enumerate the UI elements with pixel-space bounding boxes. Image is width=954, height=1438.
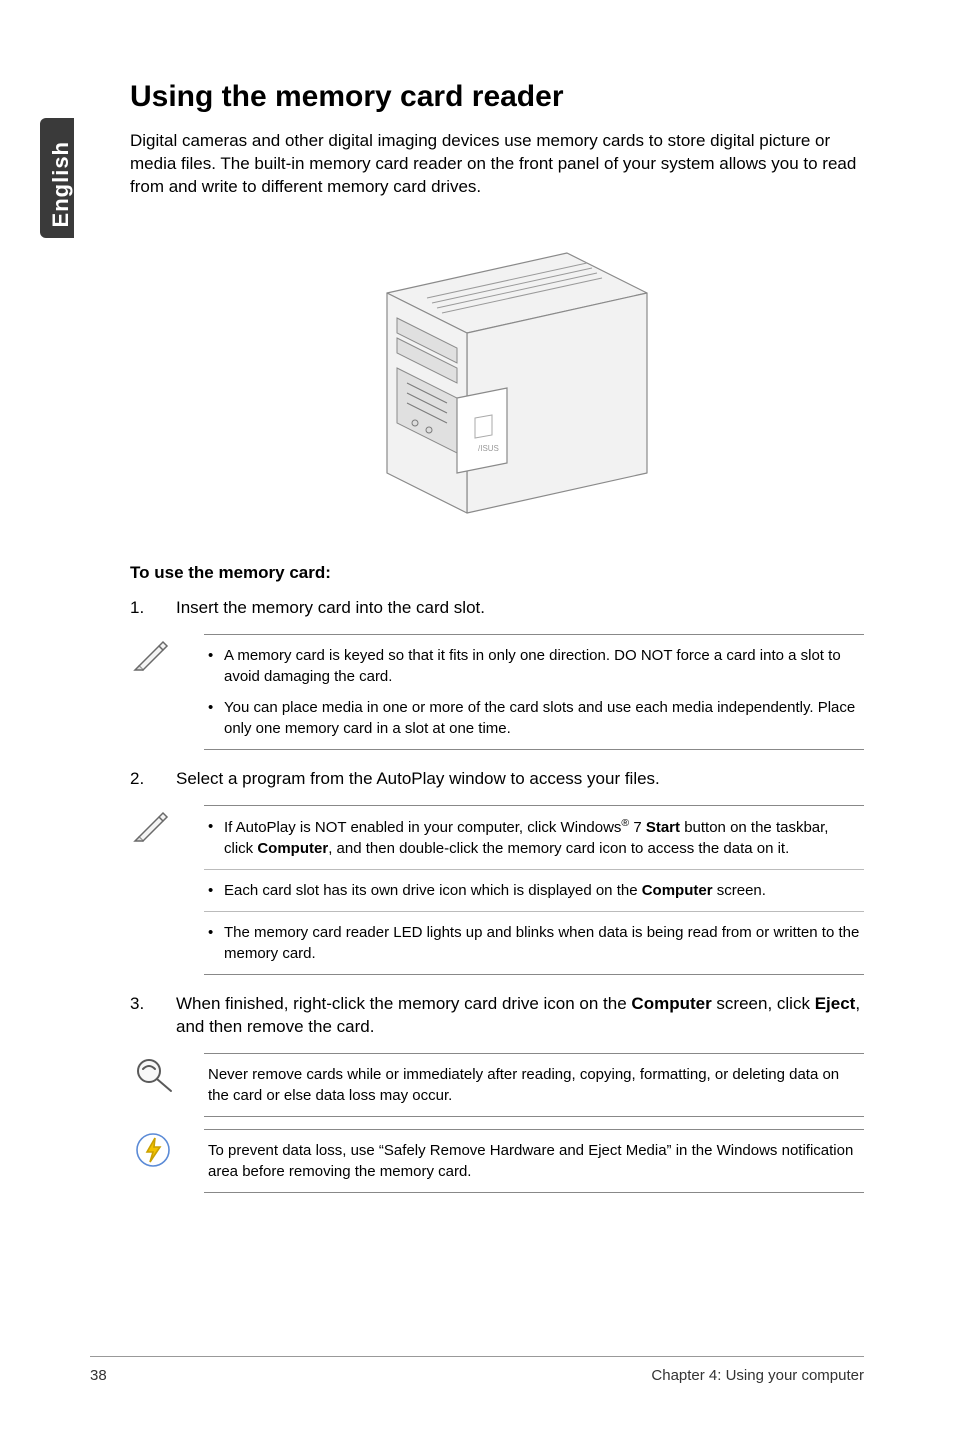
note-2-body: If AutoPlay is NOT enabled in your compu… — [204, 805, 864, 975]
step-2: 2. Select a program from the AutoPlay wi… — [130, 768, 864, 791]
note-block-2: If AutoPlay is NOT enabled in your compu… — [130, 805, 864, 975]
step-3-number: 3. — [130, 993, 148, 1039]
note-2-item-b: Each card slot has its own drive icon wh… — [208, 880, 860, 901]
procedure-heading: To use the memory card: — [130, 563, 864, 583]
note-2-b-pre: Each card slot has its own drive icon wh… — [224, 882, 642, 899]
step-2-text: Select a program from the AutoPlay windo… — [176, 768, 660, 791]
magnifier-icon — [130, 1053, 176, 1093]
intro-paragraph: Digital cameras and other digital imagin… — [130, 130, 864, 199]
footer-chapter: Chapter 4: Using your computer — [651, 1367, 864, 1384]
step-3-text: When finished, right-click the memory ca… — [176, 993, 864, 1039]
note-4-body: To prevent data loss, use “Safely Remove… — [204, 1129, 864, 1193]
side-language-tab: English — [40, 118, 74, 238]
note-3-body: Never remove cards while or immediately … — [204, 1053, 864, 1117]
note-2-a-bold2: Computer — [257, 840, 328, 857]
note-2-a-pre: If AutoPlay is NOT enabled in your compu… — [224, 819, 621, 836]
note-2-b-bold: Computer — [642, 882, 713, 899]
note-2-b-post: screen. — [713, 882, 766, 899]
pc-illustration: /ISUS — [317, 223, 677, 523]
footer-page-number: 38 — [90, 1367, 107, 1384]
step-2-number: 2. — [130, 768, 148, 791]
step-1: 1. Insert the memory card into the card … — [130, 597, 864, 620]
note-2-item-c: The memory card reader LED lights up and… — [208, 922, 860, 964]
note-1-body: A memory card is keyed so that it fits i… — [204, 634, 864, 750]
note-2-a-bold1: Start — [646, 819, 680, 836]
note-1-item-b: You can place media in one or more of th… — [208, 697, 860, 739]
step-3-c: screen, click — [712, 994, 815, 1013]
step-1-text: Insert the memory card into the card slo… — [176, 597, 485, 620]
note-2-a-mid: 7 — [629, 819, 646, 836]
note-block-3: Never remove cards while or immediately … — [130, 1053, 864, 1117]
lightning-icon — [130, 1129, 176, 1169]
note-2-divider-2 — [204, 911, 864, 912]
note-2-a-post: , and then double-click the memory card … — [328, 840, 789, 857]
note-block-1: A memory card is keyed so that it fits i… — [130, 634, 864, 750]
note-block-4: To prevent data loss, use “Safely Remove… — [130, 1129, 864, 1193]
note-1-item-a: A memory card is keyed so that it fits i… — [208, 645, 860, 687]
note-2-item-a: If AutoPlay is NOT enabled in your compu… — [208, 816, 860, 859]
step-3-d: Eject — [815, 994, 856, 1013]
illustration-wrap: /ISUS — [130, 223, 864, 523]
step-3-b: Computer — [631, 994, 711, 1013]
step-3: 3. When finished, right-click the memory… — [130, 993, 864, 1039]
pencil-icon — [130, 805, 176, 843]
svg-text:/ISUS: /ISUS — [478, 444, 499, 453]
pencil-icon — [130, 634, 176, 672]
note-2-divider-1 — [204, 869, 864, 870]
note-2-a-sup: ® — [621, 817, 629, 829]
step-1-number: 1. — [130, 597, 148, 620]
page-footer: 38 Chapter 4: Using your computer — [90, 1356, 864, 1384]
page-title: Using the memory card reader — [130, 80, 864, 114]
side-language-text: English — [48, 141, 74, 227]
step-3-a: When finished, right-click the memory ca… — [176, 994, 631, 1013]
